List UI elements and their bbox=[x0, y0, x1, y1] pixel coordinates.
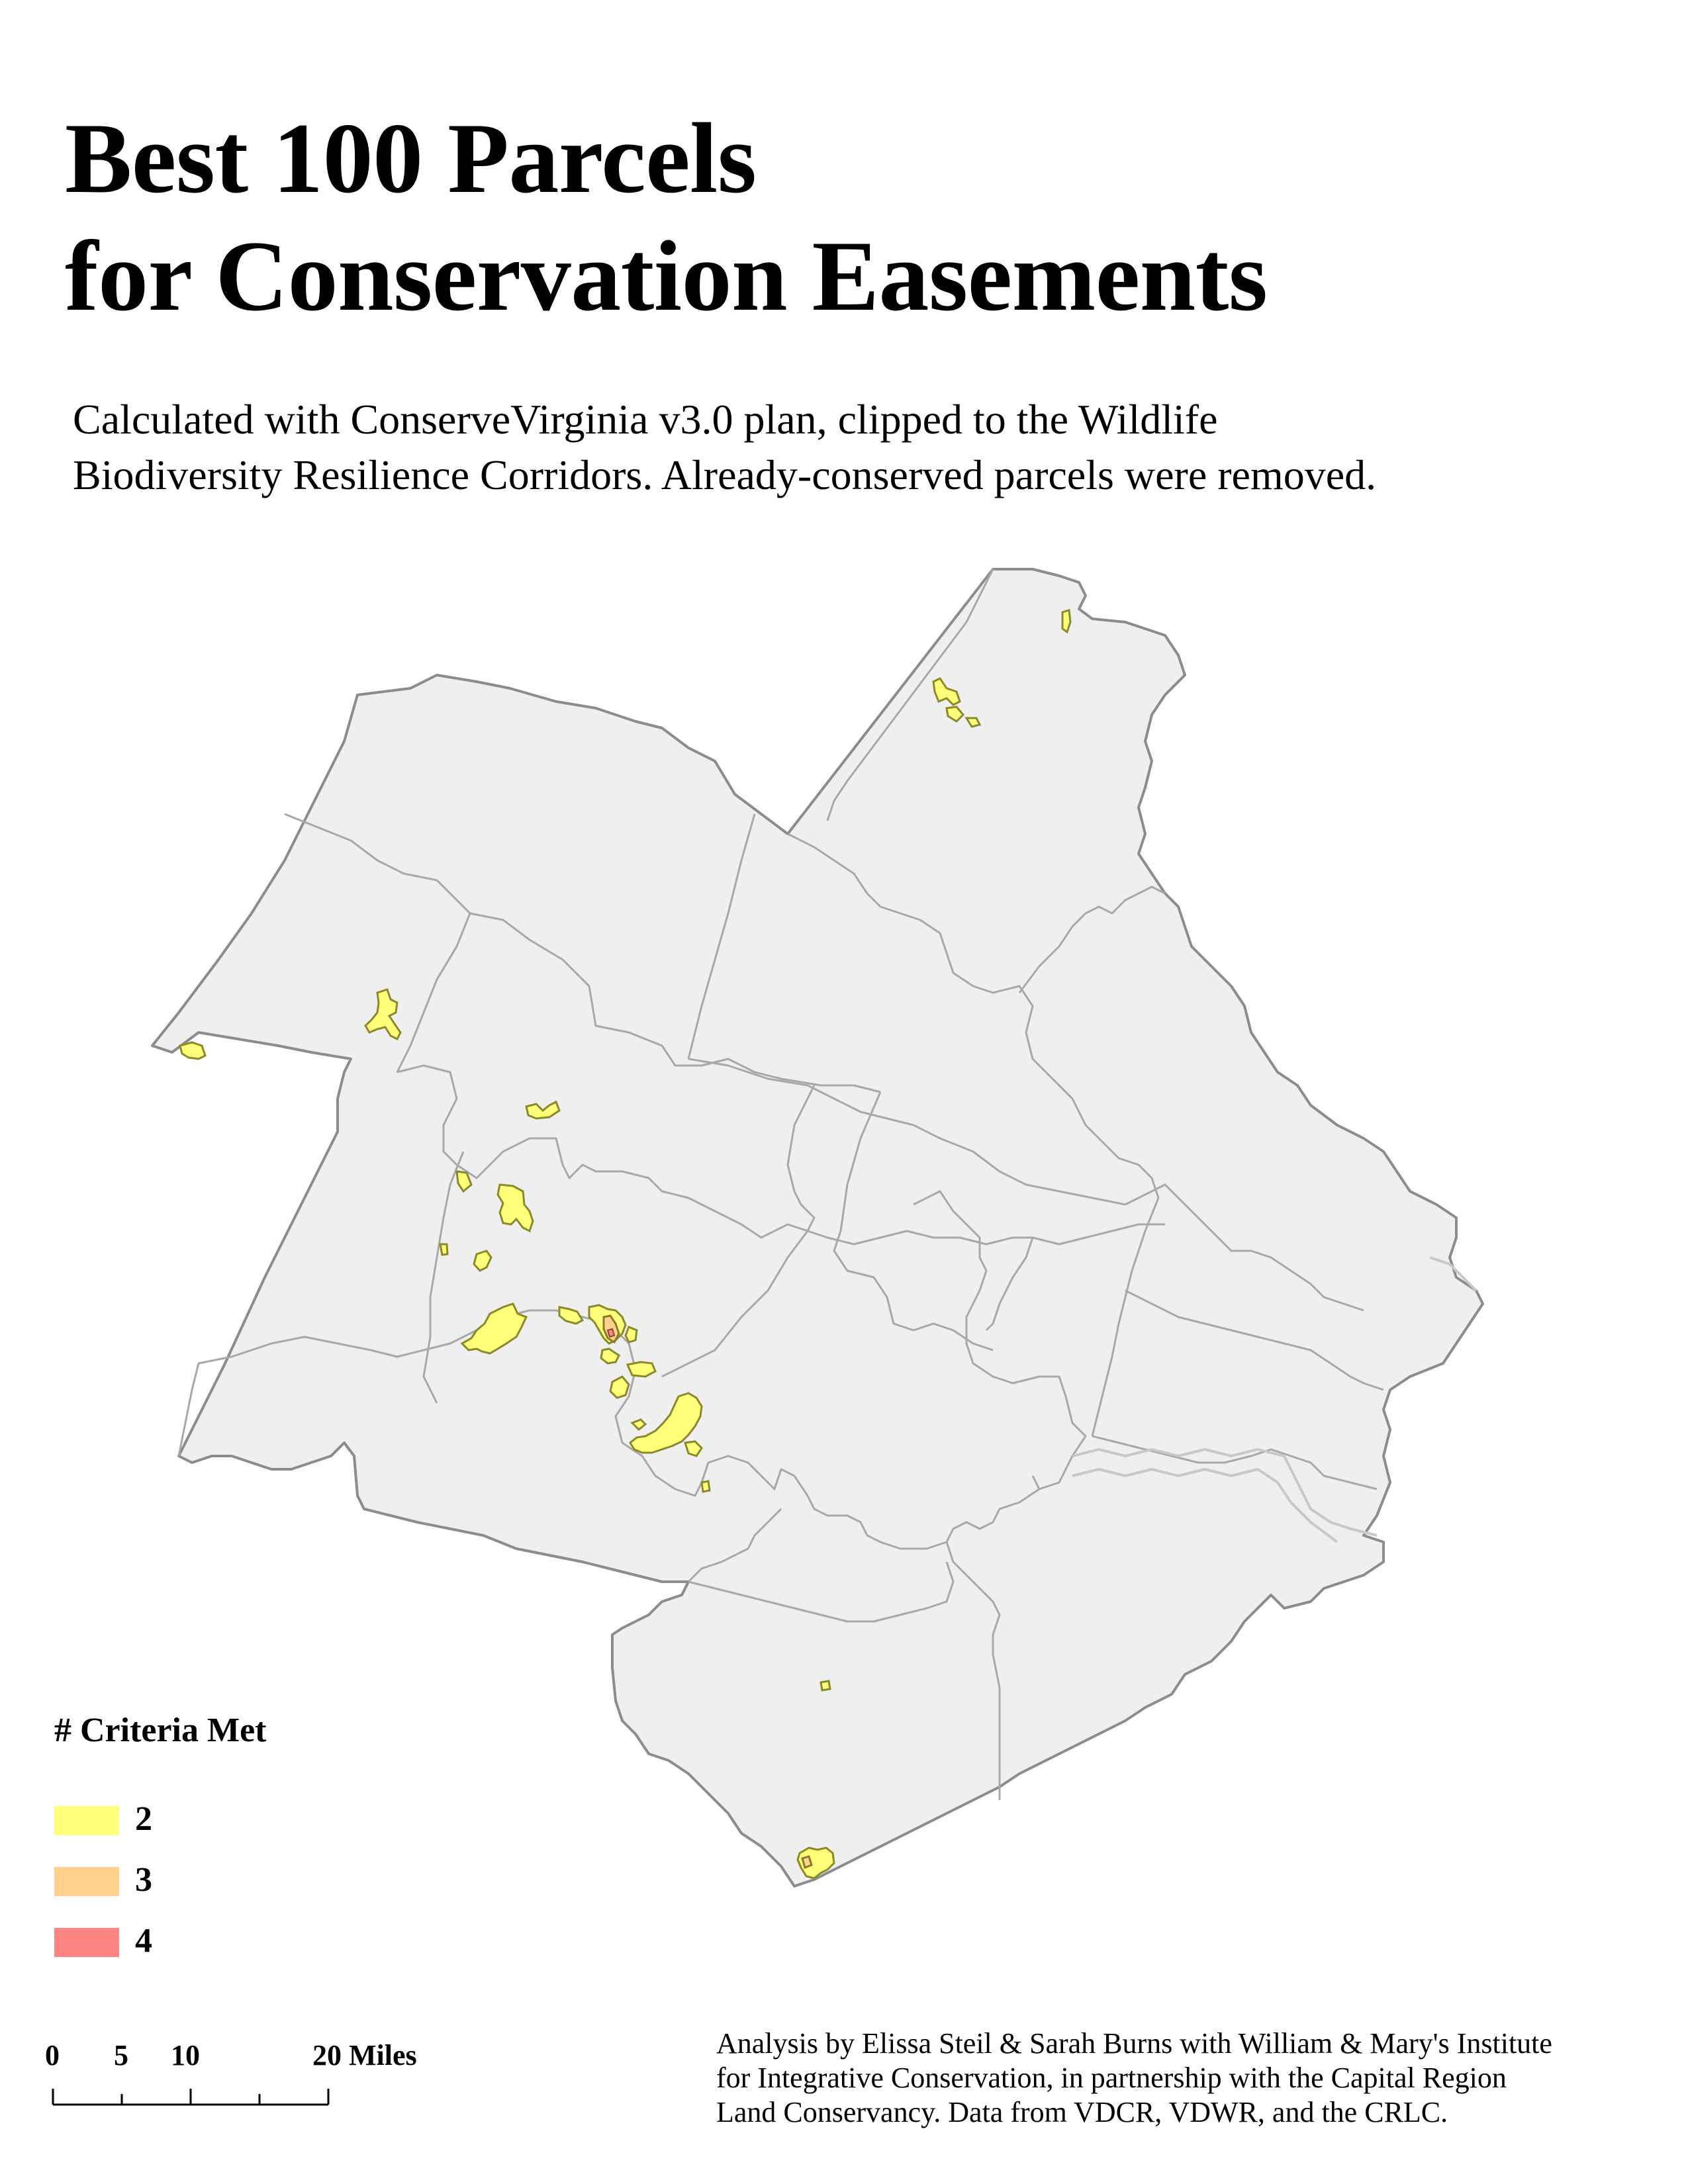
parcel bbox=[473, 1250, 492, 1272]
parcel bbox=[525, 1100, 561, 1120]
parcels-criteria-4 bbox=[606, 1328, 616, 1338]
parcel bbox=[364, 988, 402, 1041]
parcel bbox=[179, 1041, 207, 1060]
scale-bar: 0 5 10 20 Miles bbox=[40, 2038, 463, 2111]
parcel bbox=[606, 1328, 616, 1338]
region-outline bbox=[151, 568, 1484, 1888]
credits-line-3: Land Conservancy. Data from VDCR, VDWR, … bbox=[716, 2096, 1448, 2128]
map-subtitle-line-1: Calculated with ConserveVirginia v3.0 pl… bbox=[73, 396, 1218, 443]
scale-label-10: 10 bbox=[171, 2039, 200, 2071]
parcel bbox=[624, 1326, 638, 1343]
river-lines bbox=[1072, 1256, 1477, 1543]
scale-label-0: 0 bbox=[45, 2039, 60, 2071]
parcel bbox=[558, 1306, 585, 1325]
parcel bbox=[964, 717, 982, 728]
legend-label-2: 2 bbox=[135, 1800, 152, 1838]
map-title-line-1: Best 100 Parcels bbox=[65, 103, 757, 214]
credits-line-1: Analysis by Elissa Steil & Sarah Burns w… bbox=[716, 2027, 1552, 2060]
parcel bbox=[439, 1243, 449, 1256]
legend-item-4: 4 bbox=[54, 1912, 332, 1973]
map-subtitle: Calculated with ConserveVirginia v3.0 pl… bbox=[73, 392, 1376, 503]
county-boundaries bbox=[177, 569, 1384, 1800]
parcel bbox=[796, 1846, 835, 1880]
credits-line-2: for Integrative Conservation, in partner… bbox=[716, 2062, 1507, 2094]
scale-label-5: 5 bbox=[114, 2039, 128, 2071]
legend-title: # Criteria Met bbox=[54, 1711, 267, 1749]
parcel bbox=[626, 1361, 657, 1378]
parcel bbox=[609, 1375, 630, 1399]
parcel bbox=[684, 1440, 703, 1457]
parcel bbox=[460, 1302, 528, 1355]
legend-label-4: 4 bbox=[135, 1922, 152, 1960]
map-subtitle-line-2: Biodiversity Resilience Corridors. Alrea… bbox=[73, 451, 1377, 498]
parcel bbox=[1061, 609, 1072, 634]
legend-item-2: 2 bbox=[54, 1790, 332, 1851]
legend-swatch-2 bbox=[54, 1806, 119, 1835]
parcel bbox=[820, 1680, 831, 1692]
parcel bbox=[801, 1855, 813, 1870]
parcel bbox=[629, 1392, 703, 1454]
legend-swatch-3 bbox=[54, 1867, 119, 1896]
scale-bar-graphic bbox=[52, 2089, 330, 2106]
parcel bbox=[932, 677, 961, 706]
credits-note: Analysis by Elissa Steil & Sarah Burns w… bbox=[716, 2026, 1669, 2130]
parcel bbox=[700, 1480, 711, 1493]
scale-label-20-miles: 20 Miles bbox=[312, 2039, 417, 2071]
parcel bbox=[455, 1170, 473, 1193]
parcel bbox=[496, 1183, 534, 1233]
map-legend: # Criteria Met 2 3 4 bbox=[54, 1711, 332, 1973]
legend-item-3: 3 bbox=[54, 1851, 332, 1912]
parcels-criteria-2 bbox=[179, 609, 1072, 1880]
parcel bbox=[945, 705, 965, 723]
parcel bbox=[630, 1418, 647, 1432]
parcel bbox=[600, 1347, 620, 1365]
legend-swatch-4 bbox=[54, 1928, 119, 1957]
map-title-line-2: for Conservation Easements bbox=[65, 220, 1268, 332]
legend-label-3: 3 bbox=[135, 1861, 152, 1899]
map-title: Best 100 Parcels for Conservation Easeme… bbox=[65, 99, 1268, 335]
